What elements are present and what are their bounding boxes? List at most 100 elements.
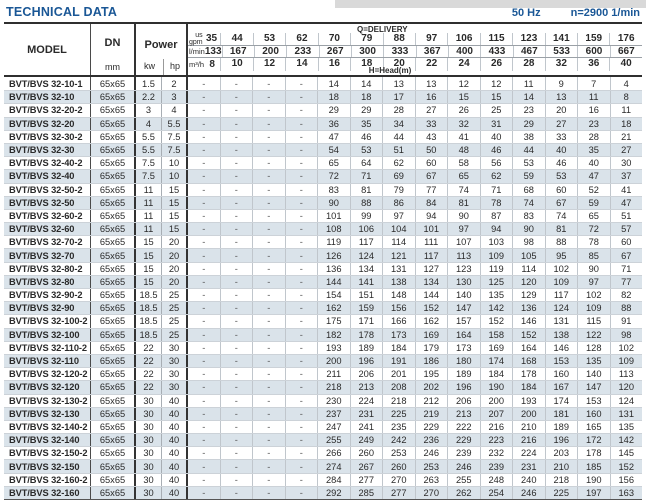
head-value-cell: 191 bbox=[382, 354, 415, 368]
head-value-cell: 219 bbox=[414, 407, 448, 420]
head-value-cell: 147 bbox=[447, 302, 480, 315]
head-value-cell: 237 bbox=[317, 407, 350, 420]
head-value-cell: 160 bbox=[577, 407, 610, 420]
kw-cell: 30 bbox=[134, 473, 161, 486]
head-value-cell: 13 bbox=[414, 77, 448, 91]
table-row: BVT/BVS 32-60-2 65x65 11 15- - - -101 99 97 94 90 8… bbox=[4, 208, 642, 223]
head-value-cell: 184 bbox=[382, 341, 415, 354]
head-value-cell: 158 bbox=[479, 328, 513, 341]
table-row: BVT/BVS 32-80 65x65 15 20- - - -144 141 138 134 13… bbox=[4, 274, 642, 288]
head-value-cell: 101 bbox=[317, 209, 350, 223]
head-value-cell: 28 bbox=[382, 104, 415, 117]
head-value-cell: - bbox=[219, 104, 253, 117]
table-row: BVT/BVS 32-150 65x65 30 40- - - -274 267 260 253 2… bbox=[4, 459, 642, 473]
head-value-cell: 128 bbox=[577, 341, 610, 354]
kw-cell: 11 bbox=[134, 209, 161, 223]
dn-cell: 65x65 bbox=[90, 143, 134, 157]
delivery-header-cell: 123 bbox=[512, 33, 544, 45]
head-value-cell: - bbox=[284, 328, 318, 341]
delivery-header-cell: 70 bbox=[317, 33, 350, 45]
head-value-cell: 218 bbox=[544, 473, 578, 486]
hp-cell: 40 bbox=[161, 420, 186, 434]
model-cell: BVT/BVS 32-60-2 bbox=[9, 210, 83, 221]
head-value-cell: 28 bbox=[577, 130, 610, 143]
model-cell: BVT/BVS 32-80 bbox=[9, 276, 75, 287]
head-value-cell: - bbox=[219, 183, 253, 196]
head-value-cell: 40 bbox=[577, 157, 610, 170]
head-value-cell: 222 bbox=[447, 420, 480, 434]
head-value-cell: 144 bbox=[317, 275, 350, 288]
head-value-cell: - bbox=[284, 341, 318, 354]
head-value-cell: 50 bbox=[414, 143, 448, 157]
head-value-cell: 213 bbox=[349, 381, 383, 394]
head-value-cell: 117 bbox=[544, 289, 578, 302]
head-value-cell: - bbox=[252, 170, 285, 183]
head-value-cell: 13 bbox=[382, 77, 415, 91]
head-value-cell: 71 bbox=[479, 183, 513, 196]
head-value-cell: 8 bbox=[609, 91, 643, 104]
head-value-cell: - bbox=[219, 354, 253, 368]
head-value-cell: - bbox=[252, 209, 285, 223]
head-value-cell: - bbox=[186, 289, 220, 302]
model-cell: BVT/BVS 32-100 bbox=[9, 329, 80, 340]
head-value-cell: 86 bbox=[382, 196, 415, 209]
head-value-cell: 113 bbox=[447, 249, 480, 262]
head-value-cell: 241 bbox=[349, 420, 383, 434]
head-value-cell: 270 bbox=[414, 486, 448, 499]
kw-cell: 30 bbox=[134, 394, 161, 407]
head-value-cell: 14 bbox=[512, 91, 545, 104]
dn-cell: 65x65 bbox=[90, 209, 134, 223]
head-value-cell: - bbox=[252, 460, 285, 473]
head-value-cell: 97 bbox=[577, 275, 610, 288]
head-value-cell: - bbox=[219, 302, 253, 315]
dn-cell: 65x65 bbox=[90, 223, 134, 236]
head-value-cell: 46 bbox=[544, 157, 578, 170]
head-value-cell: 196 bbox=[349, 354, 383, 368]
head-value-cell: 130 bbox=[447, 275, 480, 288]
head-value-cell: 102 bbox=[544, 262, 578, 275]
head-value-cell: - bbox=[186, 328, 220, 341]
head-value-cell: - bbox=[284, 368, 318, 381]
head-value-cell: 190 bbox=[577, 473, 610, 486]
head-value-cell: - bbox=[219, 381, 253, 394]
head-value-cell: 206 bbox=[447, 394, 480, 407]
delivery-header-cell: 333 bbox=[383, 45, 415, 57]
delivery-header: Q=DELIVERY us gpm 35 44 53 62 70 79 88 97 106 115 12… bbox=[186, 24, 642, 75]
head-value-cell: 11 bbox=[512, 77, 545, 91]
head-value-cell: 185 bbox=[577, 460, 610, 473]
hp-cell: 20 bbox=[161, 236, 186, 249]
head-value-cell: - bbox=[252, 104, 285, 117]
head-value-cell: - bbox=[252, 77, 285, 91]
head-value-cell: 218 bbox=[317, 381, 350, 394]
head-value-cell: 162 bbox=[414, 315, 448, 328]
head-value-cell: - bbox=[219, 328, 253, 341]
head-value-cell: - bbox=[284, 236, 318, 249]
delivery-header-cell: 28 bbox=[512, 58, 544, 71]
head-value-cell: 97 bbox=[447, 223, 480, 236]
head-value-cell: 140 bbox=[577, 368, 610, 381]
head-value-cell: - bbox=[284, 434, 318, 447]
model-column-header: MODEL bbox=[27, 43, 67, 56]
hp-cell: 4 bbox=[161, 104, 186, 117]
head-value-cell: 164 bbox=[512, 341, 545, 354]
head-value-cell: 18 bbox=[349, 91, 383, 104]
power-units: kw hp bbox=[136, 59, 186, 75]
head-value-cell: 88 bbox=[349, 196, 383, 209]
head-value-cell: - bbox=[252, 381, 285, 394]
dn-cell: 65x65 bbox=[90, 91, 134, 104]
head-value-cell: 242 bbox=[382, 434, 415, 447]
delivery-header-cell: 200 bbox=[253, 45, 286, 57]
head-value-cell: 103 bbox=[479, 236, 513, 249]
dn-column-header: DN mm bbox=[90, 24, 134, 75]
hp-cell: 7.5 bbox=[161, 130, 186, 143]
hp-cell: 40 bbox=[161, 486, 186, 499]
head-value-cell: - bbox=[252, 196, 285, 209]
kw-cell: 2.2 bbox=[134, 91, 161, 104]
delivery-header-cell: 233 bbox=[286, 45, 318, 57]
head-value-cell: 90 bbox=[512, 223, 545, 236]
dn-cell: 65x65 bbox=[90, 275, 134, 288]
head-value-cell: 175 bbox=[317, 315, 350, 328]
model-cell: BVT/BVS 32-40-2 bbox=[9, 158, 83, 169]
dn-label: DN bbox=[104, 37, 121, 49]
head-value-cell: 11 bbox=[577, 91, 610, 104]
